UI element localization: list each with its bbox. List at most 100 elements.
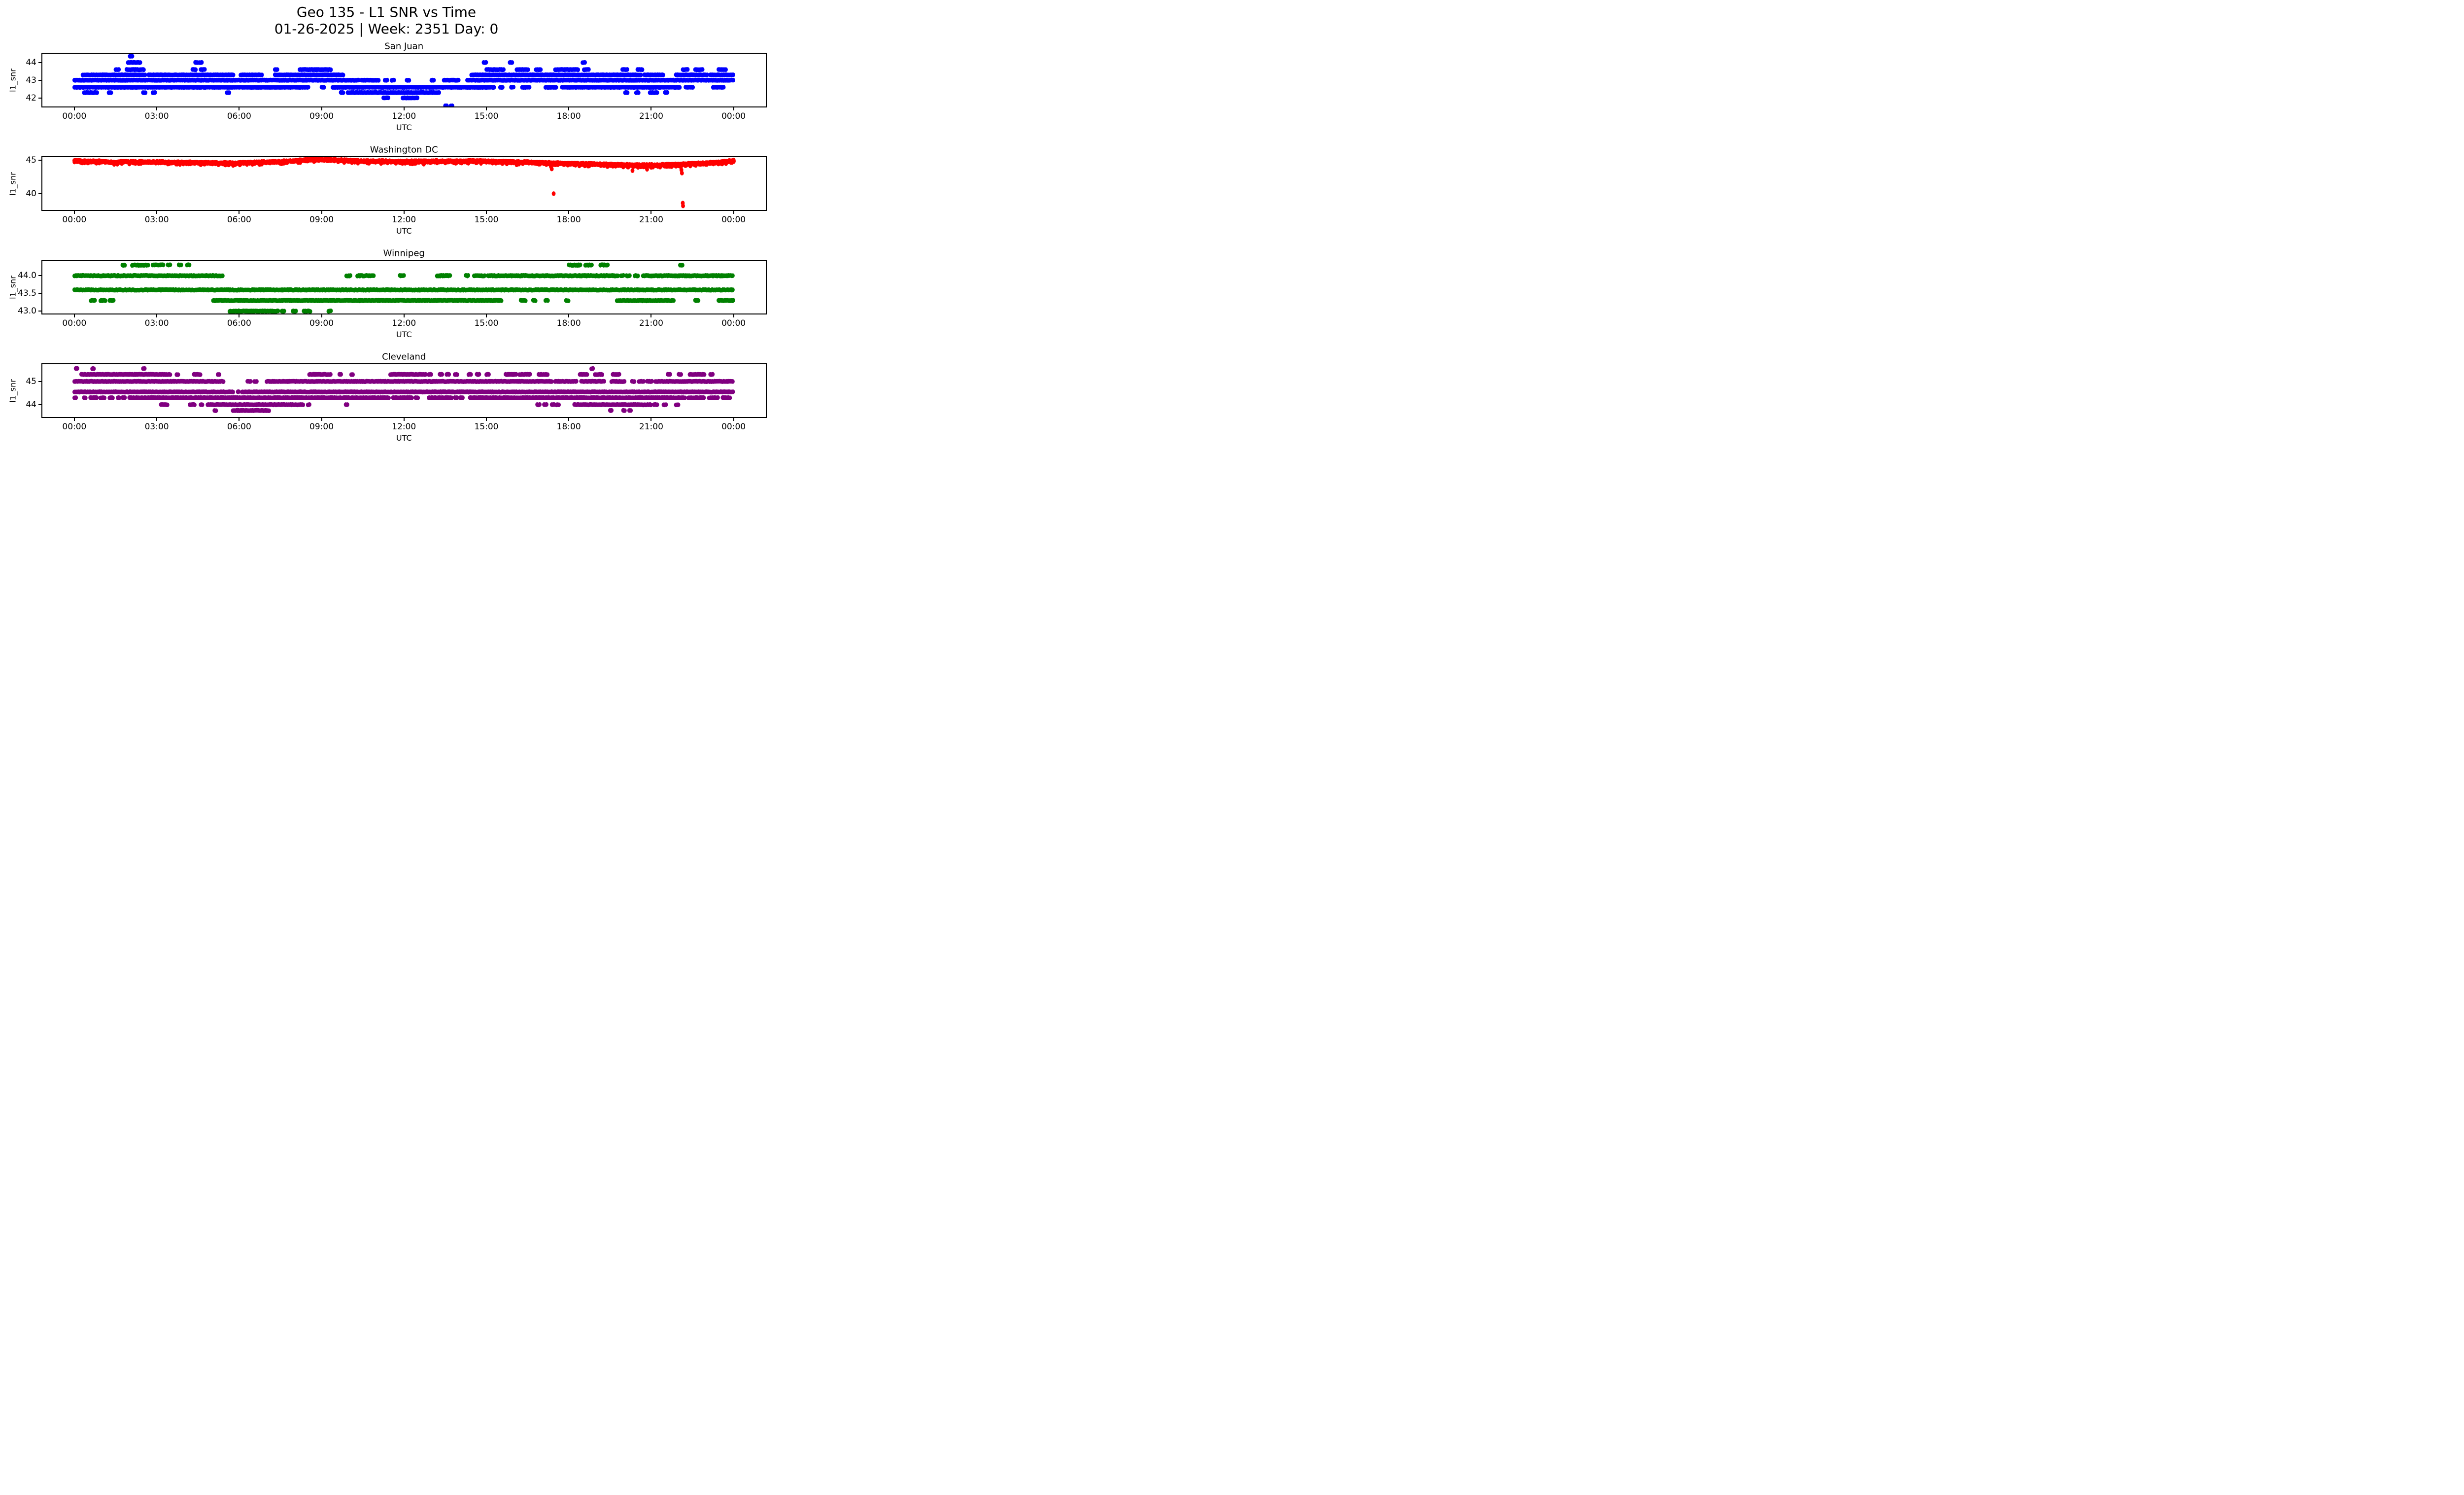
x-tick-label: 21:00: [639, 422, 663, 432]
x-tick-label: 06:00: [227, 215, 251, 225]
x-tick-label: 00:00: [62, 318, 87, 329]
y-tick-label: 43.5: [18, 288, 36, 299]
x-tick-label: 15:00: [474, 215, 499, 225]
x-tick-label: 00:00: [721, 111, 746, 122]
y-tick-label: 45: [26, 155, 36, 165]
y-tick-label: 45: [26, 376, 36, 386]
x-tick-label: 09:00: [309, 422, 334, 432]
x-tick-mark: [568, 211, 570, 214]
x-tick-label: 18:00: [556, 215, 581, 225]
x-tick-label: 18:00: [556, 111, 581, 122]
x-tick-mark: [403, 314, 405, 318]
x-axis-label: UTC: [396, 123, 412, 133]
x-tick-mark: [568, 314, 570, 318]
x-tick-mark: [156, 107, 158, 111]
axes-san-juan: [41, 53, 767, 108]
x-tick-label: 12:00: [392, 422, 416, 432]
x-tick-mark: [650, 418, 652, 421]
y-axis-label: l1_snr: [8, 379, 18, 403]
figure: Geo 135 - L1 SNR vs Time 01-26-2025 | We…: [0, 0, 773, 444]
x-tick-mark: [568, 107, 570, 111]
x-tick-label: 15:00: [474, 318, 499, 329]
x-tick-mark: [650, 107, 652, 111]
x-tick-label: 21:00: [639, 111, 663, 122]
x-tick-mark: [650, 211, 652, 214]
y-tick-mark: [38, 311, 41, 312]
x-tick-label: 15:00: [474, 422, 499, 432]
x-tick-mark: [485, 418, 487, 421]
x-tick-label: 12:00: [392, 111, 416, 122]
y-tick-label: 43.0: [18, 306, 36, 316]
axes-cleveland: [41, 363, 767, 418]
subplot-title-washington-dc: Washington DC: [370, 144, 438, 155]
x-axis-label: UTC: [396, 226, 412, 236]
x-tick-label: 00:00: [62, 215, 87, 225]
y-tick-mark: [38, 62, 41, 63]
x-tick-label: 09:00: [309, 111, 334, 122]
x-tick-mark: [321, 418, 322, 421]
x-tick-label: 18:00: [556, 318, 581, 329]
x-tick-label: 18:00: [556, 422, 581, 432]
y-tick-label: 44: [26, 57, 36, 68]
y-axis-label: l1_snr: [8, 172, 18, 196]
scatter-canvas-cleveland: [42, 364, 766, 417]
x-tick-mark: [156, 418, 158, 421]
y-tick-label: 44: [26, 400, 36, 410]
x-axis-label: UTC: [396, 433, 412, 443]
axes-winnipeg: [41, 260, 767, 315]
y-tick-label: 40: [26, 188, 36, 199]
x-tick-mark: [733, 418, 734, 421]
x-tick-mark: [733, 314, 734, 318]
x-tick-mark: [485, 211, 487, 214]
subplot-title-san-juan: San Juan: [384, 41, 424, 51]
x-tick-label: 03:00: [144, 111, 169, 122]
x-tick-mark: [485, 314, 487, 318]
y-tick-label: 42: [26, 93, 36, 103]
x-tick-mark: [73, 107, 75, 111]
x-tick-label: 12:00: [392, 318, 416, 329]
x-tick-label: 03:00: [144, 215, 169, 225]
x-tick-label: 09:00: [309, 318, 334, 329]
x-tick-label: 03:00: [144, 422, 169, 432]
y-tick-mark: [38, 275, 41, 277]
x-tick-mark: [733, 107, 734, 111]
y-axis-label: l1_snr: [8, 68, 18, 92]
x-tick-mark: [321, 211, 322, 214]
y-tick-mark: [38, 293, 41, 294]
x-tick-label: 06:00: [227, 422, 251, 432]
x-tick-mark: [485, 107, 487, 111]
x-tick-mark: [403, 211, 405, 214]
x-tick-mark: [403, 107, 405, 111]
y-tick-mark: [38, 381, 41, 382]
y-tick-mark: [38, 159, 41, 161]
x-tick-mark: [73, 314, 75, 318]
x-tick-label: 15:00: [474, 111, 499, 122]
x-tick-label: 00:00: [721, 215, 746, 225]
x-tick-mark: [403, 418, 405, 421]
subplot-title-cleveland: Cleveland: [382, 351, 426, 362]
axes-washington-dc: [41, 156, 767, 211]
x-tick-mark: [156, 211, 158, 214]
scatter-canvas-winnipeg: [42, 261, 766, 313]
x-tick-label: 09:00: [309, 215, 334, 225]
x-tick-label: 12:00: [392, 215, 416, 225]
x-tick-label: 06:00: [227, 318, 251, 329]
y-tick-mark: [38, 79, 41, 81]
x-tick-label: 00:00: [721, 422, 746, 432]
x-tick-mark: [733, 211, 734, 214]
x-tick-mark: [568, 418, 570, 421]
x-tick-mark: [650, 314, 652, 318]
y-tick-mark: [38, 97, 41, 99]
subplot-title-winnipeg: Winnipeg: [383, 248, 425, 258]
x-tick-mark: [321, 314, 322, 318]
figure-subtitle: 01-26-2025 | Week: 2351 Day: 0: [274, 21, 499, 37]
y-axis-label: l1_snr: [8, 275, 18, 299]
y-tick-label: 44.0: [18, 271, 36, 281]
x-tick-label: 21:00: [639, 215, 663, 225]
x-tick-mark: [156, 314, 158, 318]
y-tick-label: 43: [26, 75, 36, 85]
y-tick-mark: [38, 404, 41, 406]
scatter-canvas-san-juan: [42, 54, 766, 106]
x-axis-label: UTC: [396, 330, 412, 340]
figure-title: Geo 135 - L1 SNR vs Time: [296, 4, 477, 20]
